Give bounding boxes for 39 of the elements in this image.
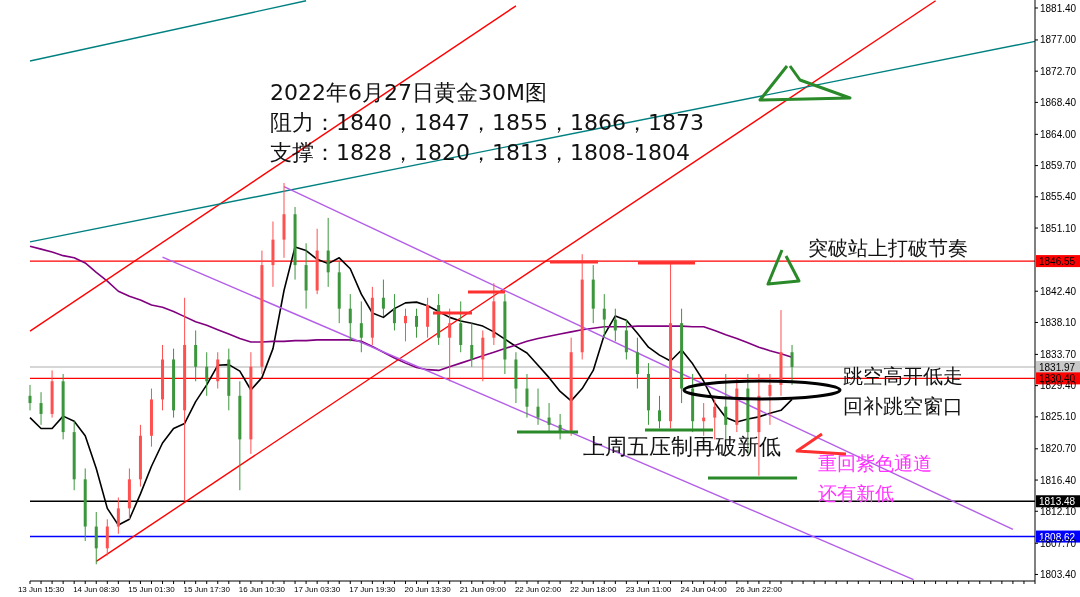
x-tick-label: 20 Jun 13:30 <box>404 584 452 594</box>
x-tick-label: 23 Jun 11:00 <box>625 584 672 594</box>
x-tick-label: 17 Jun 19:30 <box>349 584 397 594</box>
y-tick-label: 1838.10 <box>1040 317 1077 328</box>
y-tick-label: 1812.10 <box>1040 505 1077 517</box>
y-tick-label: 1868.40 <box>1040 96 1077 108</box>
x-tick-label: 14 Jun 08:30 <box>73 584 120 594</box>
annotation: 回补跳空窗口 <box>843 394 963 418</box>
ref-line-label: 1813.48 <box>1039 496 1076 508</box>
x-tick-label: 13 Jun 15:30 <box>17 584 65 594</box>
y-tick-label: 1825.10 <box>1040 411 1077 423</box>
annotation: 2022年6月27日黄金30M图 <box>270 80 547 107</box>
x-tick-label: 24 Jun 04:00 <box>680 584 728 594</box>
y-tick-label: 1803.40 <box>1040 569 1077 581</box>
x-tick-label: 15 Jun 01:30 <box>128 584 176 594</box>
x-tick-label: 26 Jun 22:00 <box>735 584 783 594</box>
x-tick-label: 15 Jun 17:30 <box>183 584 231 594</box>
y-tick-label: 1859.70 <box>1040 160 1077 172</box>
y-tick-label: 1877.00 <box>1040 34 1077 46</box>
y-tick-label: 1842.40 <box>1040 285 1077 297</box>
x-tick-label: 22 Jun 02:00 <box>514 584 562 594</box>
y-tick-label: 1820.70 <box>1040 443 1077 455</box>
y-tick-label: 1872.70 <box>1040 65 1077 77</box>
y-tick-label: 1855.40 <box>1040 191 1077 203</box>
x-tick-label: 22 Jun 18:00 <box>570 584 617 594</box>
y-tick-label: 1833.70 <box>1040 348 1077 360</box>
annotation: 还有新低 <box>818 482 894 505</box>
ref-line-label: 1846.55 <box>1039 256 1076 268</box>
annotation: 突破站上打破节奏 <box>808 236 968 260</box>
y-tick-label: 1816.40 <box>1040 474 1077 486</box>
x-tick-label: 16 Jun 10:30 <box>238 584 286 594</box>
x-tick-label: 21 Jun 09:00 <box>459 584 507 594</box>
x-tick-label: 17 Jun 03:30 <box>294 584 341 594</box>
y-tick-label: 1881.40 <box>1040 2 1077 14</box>
y-tick-label: 1864.00 <box>1040 128 1077 140</box>
ref-line-label: 1831.97 <box>1039 361 1076 373</box>
annotation: 支撑：1828，1820，1813，1808-1804 <box>270 140 690 167</box>
annotation: 阻力：1840，1847，1855，1866，1873 <box>270 110 704 137</box>
y-tick-label: 1851.10 <box>1040 222 1077 234</box>
